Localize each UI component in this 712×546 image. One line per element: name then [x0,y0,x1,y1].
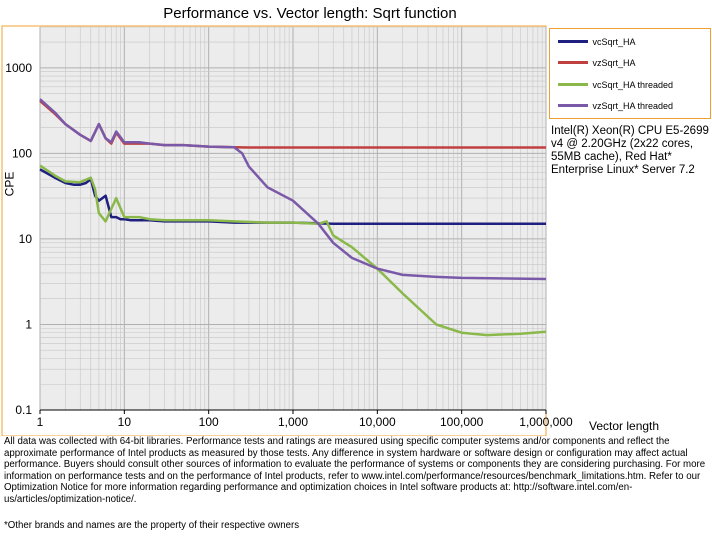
legend-item: vcSqrt_HA [558,35,636,49]
tick-labels: 1 10 100 1,000 10,000 100,000 1,000,000 0.1 1 10 1… [5,61,573,429]
x-tick-label: 1,000,000 [519,415,573,429]
x-tick-label: 100 [199,415,219,429]
x-axis-title: Vector length [589,419,660,433]
legend-label: vzSqrt_HA threaded [592,101,674,111]
legend-swatch [558,83,588,87]
x-tick-label: 10 [118,415,132,429]
grid-lines [39,26,547,411]
x-tick-label: 10,000 [359,415,396,429]
legend-swatch [558,40,588,44]
x-tick-label: 1,000 [278,415,308,429]
y-axis-title: CPE [2,171,17,197]
y-tick-label: 10 [19,232,33,246]
x-tick-label: 100,000 [440,415,484,429]
legend-label: vcSqrt_HA threaded [592,80,674,90]
legend-label: vcSqrt_HA [592,37,636,47]
y-tick-label: 0.1 [15,403,32,417]
trademark-footnote: *Other brands and names are the property… [4,520,300,531]
system-configuration-note: Intel(R) Xeon(R) CPU E5-2699 v4 @ 2.20GH… [551,125,709,176]
chart-legend: vcSqrt_HA vzSqrt_HA vcSqrt_HA threaded v… [549,28,711,119]
chart-title: Performance vs. Vector length: Sqrt func… [163,5,457,22]
series-lines [39,98,547,337]
disclaimer-text: All data was collected with 64-bit libra… [4,436,706,505]
y-tick-label: 1 [25,317,32,331]
legend-swatch [558,61,588,65]
legend-item: vzSqrt_HA threaded [558,99,673,113]
x-tick-label: 1 [37,415,44,429]
legend-item: vzSqrt_HA [558,56,636,70]
legend-swatch [558,104,588,108]
series-line-vcsqrt-ha-threaded [39,164,547,337]
y-tick-label: 1000 [5,61,32,75]
series-line-vzsqrt-ha-threaded [39,98,547,281]
y-tick-label: 100 [12,146,32,160]
legend-label: vzSqrt_HA [592,58,636,68]
chart-plot: 1 10 100 1,000 10,000 100,000 1,000,000 0.1 1 10 1… [1,25,573,436]
legend-item: vcSqrt_HA threaded [558,78,673,92]
